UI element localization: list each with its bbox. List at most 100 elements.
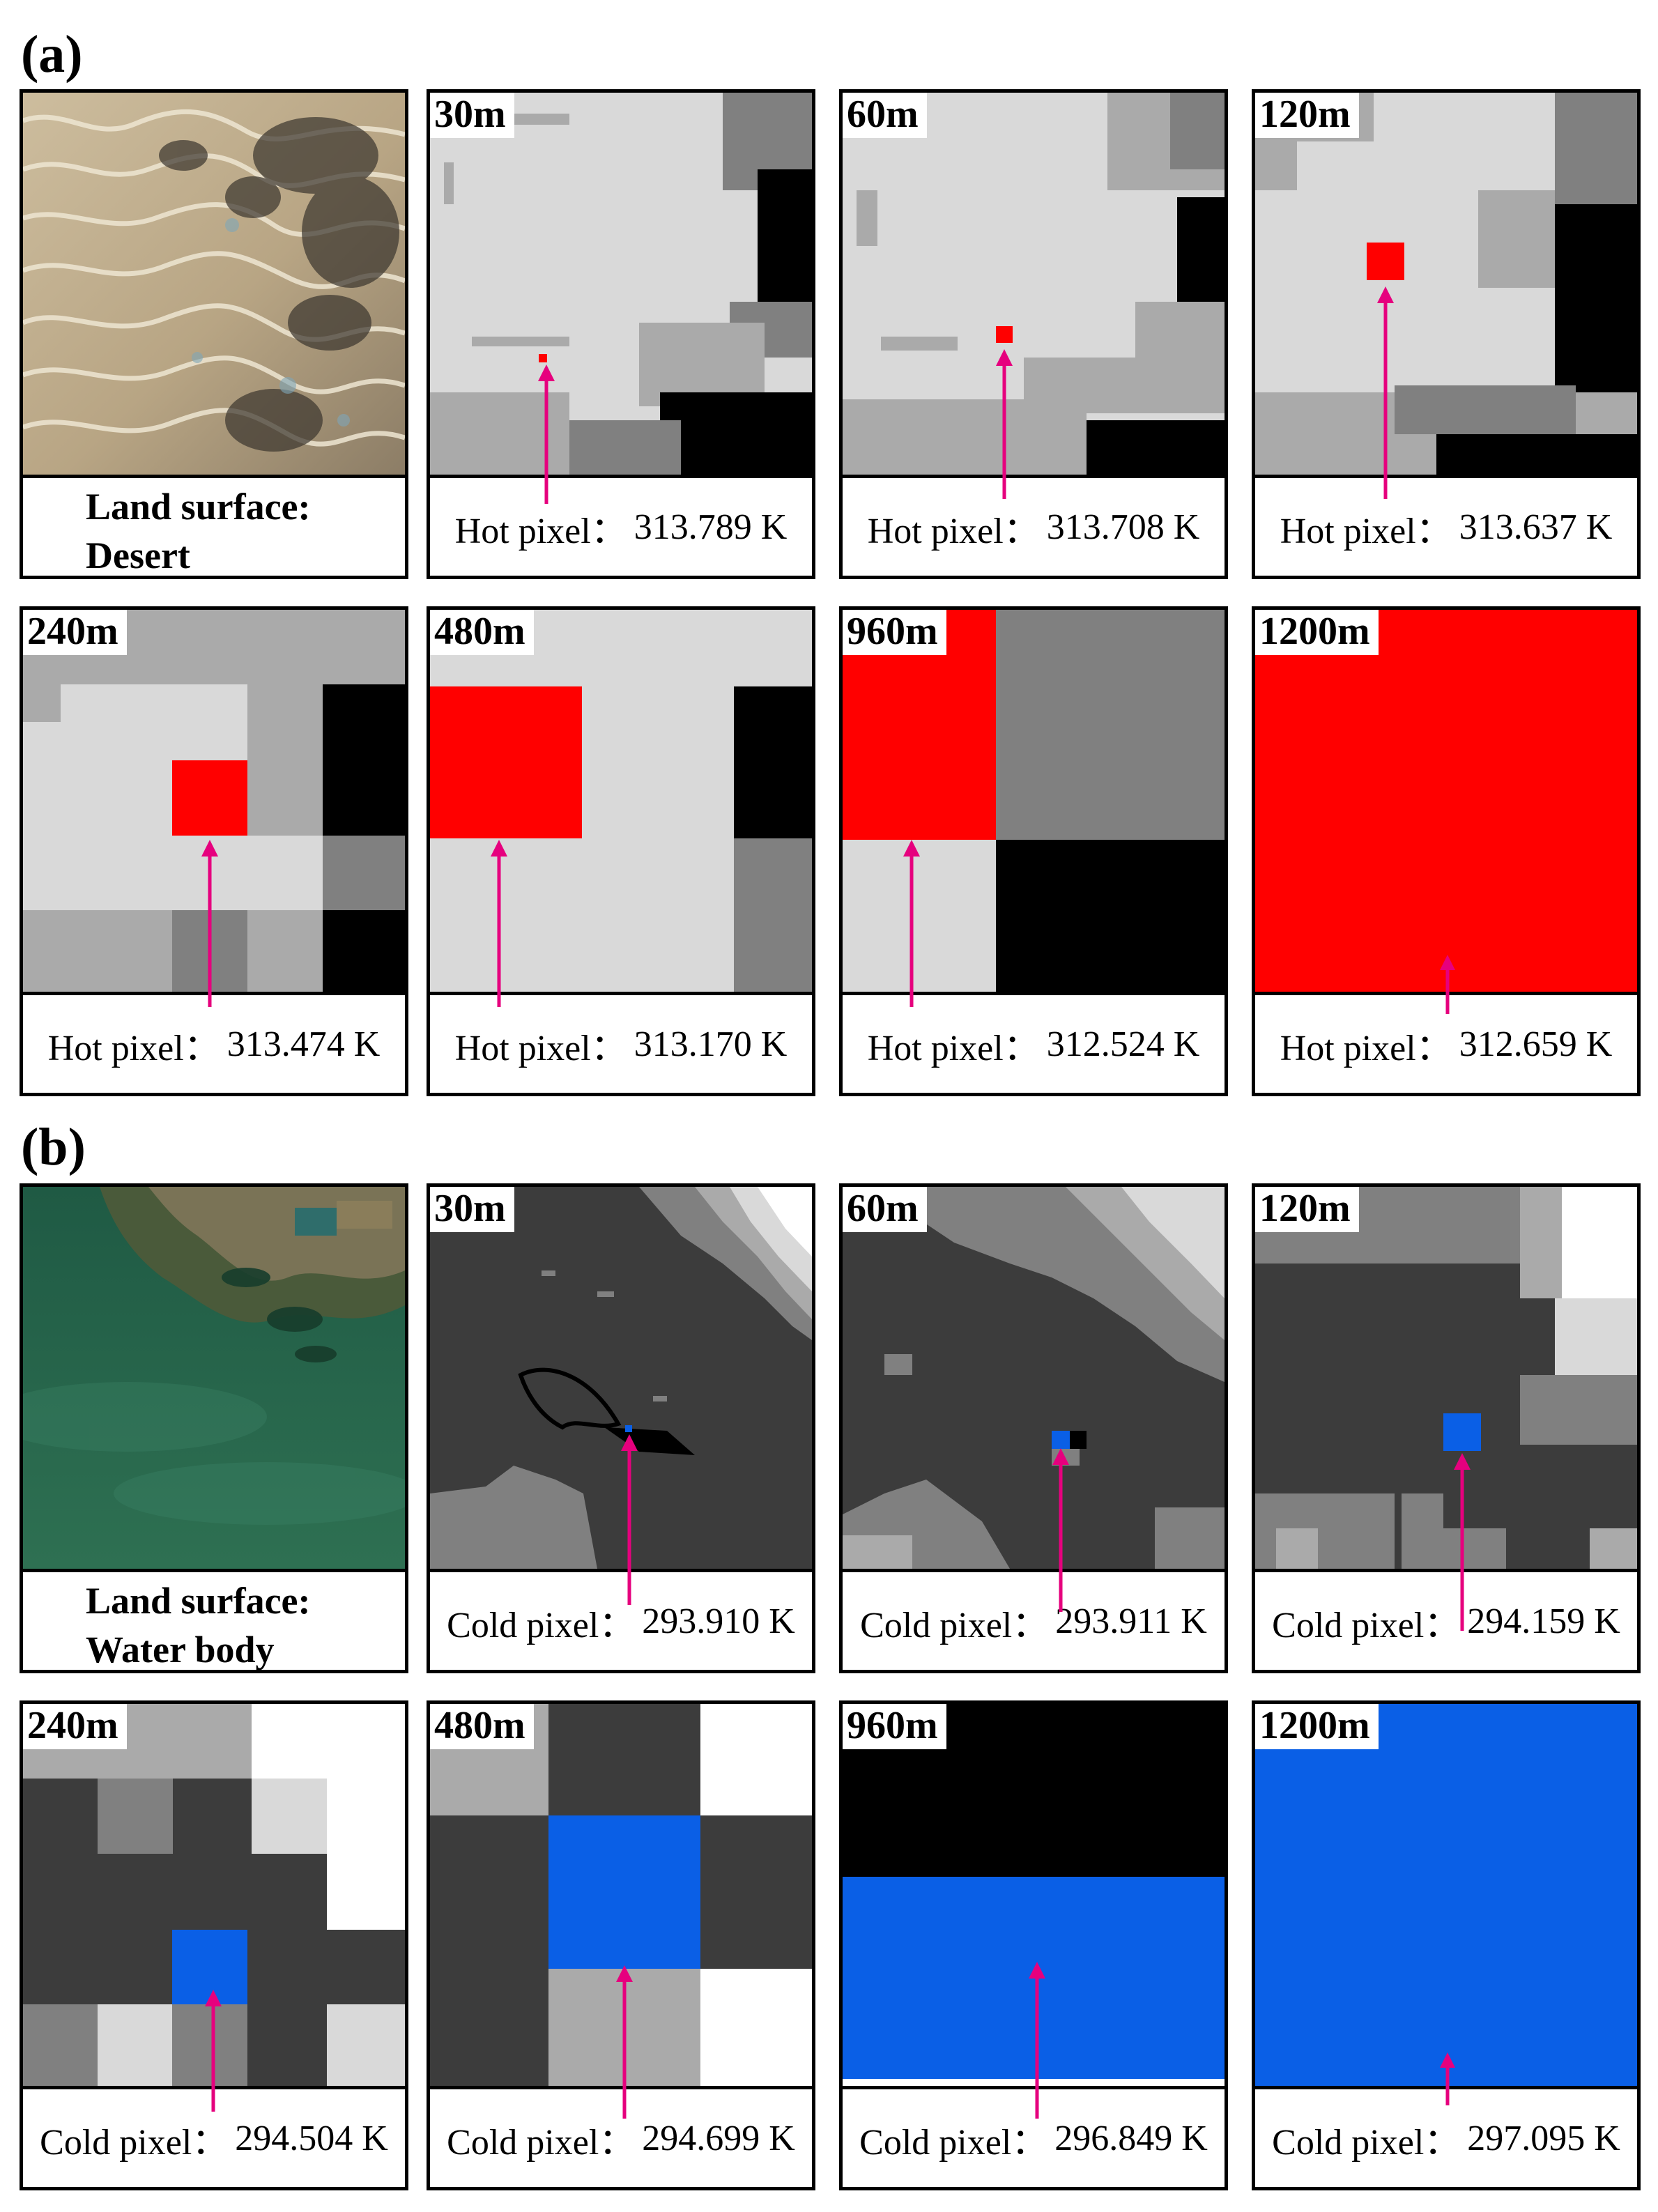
resolution-label: 1200m [1255,610,1379,655]
caption-label: Hot pixel： [867,511,1040,551]
pointer-arrow [1052,1448,1069,1612]
pointer-arrow [1440,955,1455,1014]
pointer-arrow [538,364,555,504]
caption-label: Hot pixel： [454,511,627,551]
desert-480m-panel: 480m Hot pixel： 313.170 K [427,606,815,1096]
land-surface-type: Water body [86,1629,275,1670]
desert-photo-panel: Land surface: Desert [20,89,408,579]
temperature-value: 312.524 K [1046,1024,1200,1064]
pointer-arrow [491,840,507,1007]
water-480m-panel: 480m Cold pixel： 294.699 K [427,1700,815,2190]
land-surface-caption: Land surface: Water body [23,1569,405,1670]
caption-label: Hot pixel： [1280,1028,1452,1068]
pixel-caption: Cold pixel： 293.911 K [843,1569,1225,1670]
water-1200m-panel: 1200m Cold pixel： 297.095 K [1252,1700,1641,2190]
temperature-value: 296.849 K [1054,2118,1208,2158]
water-satellite-image [23,1187,405,1569]
desert-1200m-map: 1200m [1255,610,1637,992]
caption-label: Cold pixel： [1272,1605,1461,1645]
pointer-arrow [205,1990,222,2112]
desert-30m-map: 30m [430,93,812,475]
pointer-arrow [1029,1962,1045,2119]
temperature-value: 293.911 K [1055,1601,1207,1641]
desert-60m-panel: 60m Hot pixel： 313.708 K [839,89,1228,579]
desert-960m-map: 960m [843,610,1225,992]
pointer-arrow [903,840,920,1007]
pointer-arrow [621,1434,638,1605]
water-120m-map: 120m [1255,1187,1637,1569]
caption-label: Cold pixel： [40,2122,229,2163]
pointer-arrow [1454,1453,1471,1631]
pixel-caption: Cold pixel： 294.159 K [1255,1569,1637,1670]
water-photo-panel: Land surface: Water body [20,1183,408,1673]
pointer-arrow [1377,286,1394,499]
pointer-arrow [996,349,1013,499]
water-30m-map: 30m [430,1187,812,1569]
resolution-label: 240m [23,1704,127,1749]
desert-60m-map: 60m [843,93,1225,475]
temperature-value: 297.095 K [1467,2118,1620,2158]
desert-120m-panel: 120m Hot pixel： 313.637 K [1252,89,1641,579]
resolution-label: 960m [843,610,946,655]
water-120m-panel: 120m Cold pixel： 294.159 K [1252,1183,1641,1673]
pointer-arrow [1440,2052,1455,2105]
desert-240m-panel: 240m Hot pixel： 313.474 K [20,606,408,1096]
pixel-caption: Hot pixel： 312.524 K [843,992,1225,1093]
resolution-label: 60m [843,1187,927,1232]
temperature-value: 313.170 K [634,1024,788,1064]
water-1200m-map: 1200m [1255,1704,1637,2086]
desert-240m-map: 240m [23,610,405,992]
resolution-label: 240m [23,610,127,655]
pixel-caption: Hot pixel： 312.659 K [1255,992,1637,1093]
land-surface-label: Land surface: [86,1580,311,1622]
temperature-value: 313.474 K [227,1024,381,1064]
land-surface-type: Desert [86,535,190,576]
pixel-caption: Hot pixel： 313.789 K [430,475,812,576]
temperature-value: 294.699 K [642,2118,795,2158]
desert-30m-panel: 30m Hot pixel： 313.789 K [427,89,815,579]
pointer-arrow [616,1965,633,2119]
desert-480m-map: 480m [430,610,812,992]
caption-label: Cold pixel： [859,2122,1048,2163]
section-label-a: (a) [21,25,83,84]
caption-label: Hot pixel： [454,1028,627,1068]
caption-label: Cold pixel： [447,1605,636,1645]
pixel-caption: Cold pixel： 293.910 K [430,1569,812,1670]
desert-960m-panel: 960m Hot pixel： 312.524 K [839,606,1228,1096]
section-label-b: (b) [21,1118,86,1176]
resolution-label: 60m [843,93,927,138]
pixel-caption: Hot pixel： 313.708 K [843,475,1225,576]
resolution-label: 30m [430,1187,514,1232]
water-30m-panel: 30m Cold pixel： 293.910 K [427,1183,815,1673]
pixel-caption: Hot pixel： 313.637 K [1255,475,1637,576]
resolution-label: 120m [1255,93,1359,138]
caption-label: Cold pixel： [1272,2122,1461,2163]
pixel-caption: Cold pixel： 296.849 K [843,2086,1225,2187]
caption-label: Hot pixel： [47,1028,220,1068]
resolution-label: 960m [843,1704,946,1749]
water-60m-map: 60m [843,1187,1225,1569]
resolution-label: 480m [430,610,534,655]
water-240m-map: 240m [23,1704,405,2086]
pixel-caption: Hot pixel： 313.170 K [430,992,812,1093]
desert-satellite-image [23,93,405,475]
caption-label: Cold pixel： [860,1605,1049,1645]
desert-120m-map: 120m [1255,93,1637,475]
resolution-label: 30m [430,93,514,138]
resolution-label: 1200m [1255,1704,1379,1749]
water-240m-panel: 240m Cold pixel： 294.504 K [20,1700,408,2190]
water-60m-panel: 60m Cold pixel： 293.911 K [839,1183,1228,1673]
resolution-label: 480m [430,1704,534,1749]
temperature-value: 294.504 K [235,2118,388,2158]
pointer-arrow [201,840,218,1007]
pixel-caption: Cold pixel： 294.699 K [430,2086,812,2187]
temperature-value: 313.789 K [634,507,788,547]
water-960m-map: 960m [843,1704,1225,2086]
land-surface-caption: Land surface: Desert [23,475,405,576]
water-480m-map: 480m [430,1704,812,2086]
desert-1200m-panel: 1200m Hot pixel： 312.659 K [1252,606,1641,1096]
caption-label: Hot pixel： [867,1028,1040,1068]
pixel-caption: Hot pixel： 313.474 K [23,992,405,1093]
caption-label: Hot pixel： [1280,511,1452,551]
temperature-value: 313.708 K [1046,507,1200,547]
